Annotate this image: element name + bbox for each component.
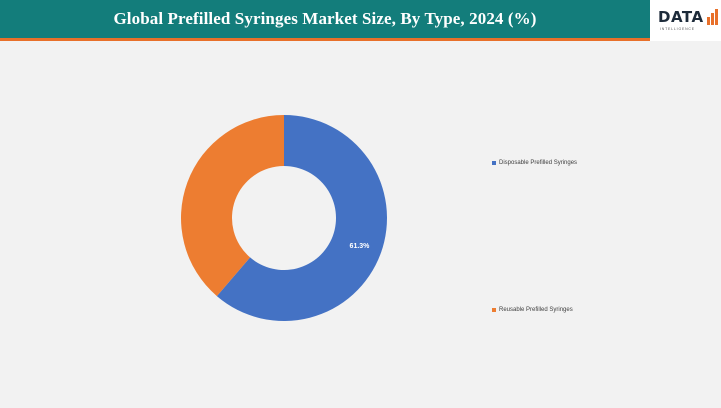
logo-subtext: INTELLIGENCE: [660, 27, 695, 31]
slice-disposable: [216, 115, 387, 321]
donut-chart: 61.3%: [180, 115, 387, 321]
brand-logo: DATA INTELLIGENCE: [650, 0, 721, 41]
legend-label-reusable: Reusable Prefilled Syringes: [499, 307, 573, 313]
legend-swatch-disposable: [492, 161, 496, 165]
header-accent-line: [0, 38, 650, 41]
data-label-slice-disposable: 61.3%: [350, 243, 371, 250]
chart-header-bar: Global Prefilled Syringes Market Size, B…: [0, 0, 650, 38]
chart-title: Global Prefilled Syringes Market Size, B…: [113, 9, 537, 28]
legend-label-disposable: Disposable Prefilled Syringes: [499, 160, 578, 166]
legend-item-reusable: Reusable Prefilled Syringes: [492, 307, 573, 313]
logo-text: DATA: [658, 8, 704, 26]
slice-reusable: [180, 115, 284, 297]
legend-swatch-reusable: [492, 308, 496, 312]
legend-item-disposable: Disposable Prefilled Syringes: [492, 160, 577, 166]
